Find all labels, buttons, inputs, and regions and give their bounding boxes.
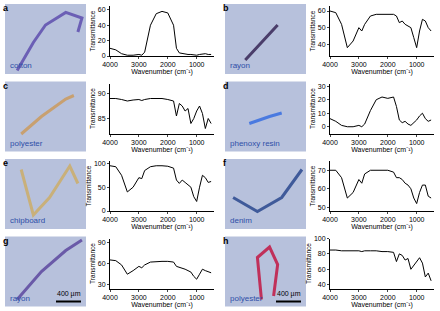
svg-text:1000: 1000 [409, 216, 425, 223]
svg-text:3000: 3000 [351, 294, 367, 301]
svg-text:40: 40 [318, 41, 326, 48]
svg-text:h: h [223, 236, 229, 246]
svg-text:Wavenumber (cm⁻¹): Wavenumber (cm⁻¹) [131, 146, 193, 154]
svg-text:1000: 1000 [189, 216, 205, 223]
svg-text:40: 40 [98, 22, 106, 29]
svg-text:4000: 4000 [322, 216, 338, 223]
svg-text:3000: 3000 [351, 61, 367, 68]
svg-text:2000: 2000 [380, 294, 396, 301]
svg-text:chipboard: chipboard [10, 216, 45, 225]
svg-text:4000: 4000 [322, 294, 338, 301]
svg-text:Transmittance: Transmittance [309, 10, 316, 51]
svg-text:Wavenumber (cm⁻¹): Wavenumber (cm⁻¹) [351, 223, 413, 231]
svg-text:Transmittance: Transmittance [309, 165, 316, 206]
svg-text:1000: 1000 [409, 294, 425, 301]
svg-text:1000: 1000 [189, 61, 205, 68]
svg-text:polyester: polyester [230, 294, 263, 303]
svg-text:60: 60 [98, 6, 106, 13]
svg-text:Wavenumber (cm⁻¹): Wavenumber (cm⁻¹) [131, 68, 193, 76]
svg-text:400 µm: 400 µm [57, 290, 81, 298]
svg-text:4000: 4000 [102, 216, 118, 223]
svg-text:2000: 2000 [160, 61, 176, 68]
svg-text:50: 50 [318, 24, 326, 31]
svg-text:Transmittance: Transmittance [305, 243, 312, 284]
svg-text:4000: 4000 [322, 139, 338, 146]
svg-text:Transmittance: Transmittance [85, 165, 92, 206]
svg-text:b: b [223, 3, 229, 13]
svg-text:4000: 4000 [102, 61, 118, 68]
svg-text:Wavenumber (cm⁻¹): Wavenumber (cm⁻¹) [131, 223, 193, 231]
svg-text:a: a [3, 3, 9, 13]
svg-text:cotton: cotton [10, 61, 32, 70]
svg-text:4000: 4000 [322, 61, 338, 68]
svg-text:85: 85 [98, 115, 106, 122]
svg-text:Wavenumber (cm⁻¹): Wavenumber (cm⁻¹) [131, 301, 193, 309]
svg-text:60: 60 [318, 266, 326, 273]
svg-text:2000: 2000 [160, 294, 176, 301]
svg-text:0: 0 [102, 207, 106, 214]
svg-text:Wavenumber (cm⁻¹): Wavenumber (cm⁻¹) [351, 68, 413, 76]
svg-text:20: 20 [318, 96, 326, 103]
svg-text:2000: 2000 [380, 216, 396, 223]
svg-text:0: 0 [322, 123, 326, 130]
svg-text:1000: 1000 [189, 294, 205, 301]
svg-text:e: e [3, 158, 8, 168]
svg-text:400 µm: 400 µm [277, 290, 301, 298]
svg-text:60: 60 [318, 7, 326, 14]
svg-text:100: 100 [94, 160, 106, 167]
svg-text:60: 60 [318, 185, 326, 192]
svg-text:2000: 2000 [160, 216, 176, 223]
svg-text:70: 70 [318, 167, 326, 174]
svg-text:rayon: rayon [230, 61, 250, 70]
svg-text:4000: 4000 [102, 294, 118, 301]
svg-text:rayon: rayon [10, 294, 30, 303]
svg-text:Transmittance: Transmittance [89, 10, 96, 51]
svg-text:Transmittance: Transmittance [89, 243, 96, 284]
svg-text:Transmittance: Transmittance [89, 88, 96, 129]
svg-text:polyester: polyester [10, 139, 43, 148]
svg-text:3000: 3000 [131, 61, 147, 68]
svg-text:50: 50 [98, 184, 106, 191]
svg-text:Wavenumber (cm⁻¹): Wavenumber (cm⁻¹) [351, 146, 413, 154]
svg-text:0: 0 [102, 52, 106, 59]
svg-text:2000: 2000 [160, 139, 176, 146]
svg-text:g: g [3, 236, 9, 246]
svg-text:d: d [223, 81, 229, 91]
svg-text:3000: 3000 [131, 294, 147, 301]
svg-text:2000: 2000 [380, 139, 396, 146]
svg-text:50: 50 [318, 204, 326, 211]
svg-text:1000: 1000 [409, 139, 425, 146]
svg-text:Transmittance: Transmittance [309, 88, 316, 129]
svg-text:phenoxy resin: phenoxy resin [230, 139, 280, 148]
svg-text:20: 20 [98, 37, 106, 44]
svg-text:90: 90 [98, 239, 106, 246]
svg-text:60: 60 [98, 260, 106, 267]
svg-text:90: 90 [98, 90, 106, 97]
svg-text:3000: 3000 [351, 139, 367, 146]
svg-text:4000: 4000 [102, 139, 118, 146]
svg-text:40: 40 [318, 281, 326, 288]
svg-text:30: 30 [98, 281, 106, 288]
svg-text:30: 30 [318, 83, 326, 90]
svg-text:80: 80 [318, 250, 326, 257]
svg-text:3000: 3000 [351, 216, 367, 223]
svg-text:100: 100 [314, 235, 326, 242]
svg-text:10: 10 [318, 110, 326, 117]
svg-text:3000: 3000 [131, 139, 147, 146]
svg-text:3000: 3000 [131, 216, 147, 223]
svg-text:1000: 1000 [409, 61, 425, 68]
svg-text:Wavenumber (cm⁻¹): Wavenumber (cm⁻¹) [351, 301, 413, 309]
svg-text:1000: 1000 [189, 139, 205, 146]
svg-text:2000: 2000 [380, 61, 396, 68]
svg-text:f: f [223, 158, 227, 168]
svg-text:denim: denim [230, 216, 252, 225]
svg-text:c: c [3, 81, 8, 91]
